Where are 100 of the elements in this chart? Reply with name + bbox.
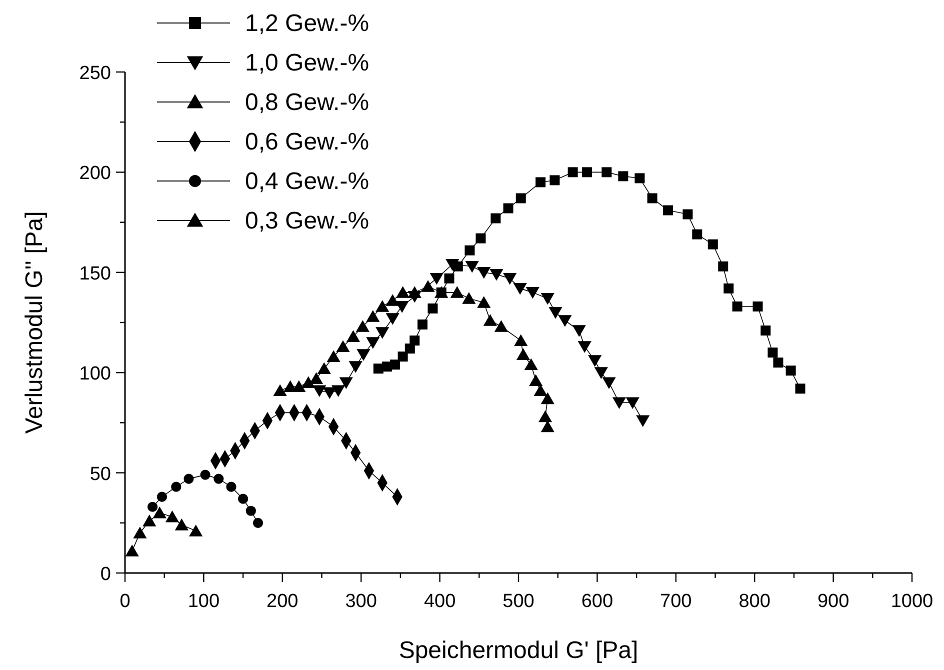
point: [408, 286, 422, 298]
point: [450, 286, 464, 298]
point: [514, 334, 528, 346]
point: [626, 397, 640, 410]
point: [476, 233, 486, 244]
y-tick-label: 200: [79, 163, 111, 184]
point: [483, 314, 497, 326]
point: [348, 361, 362, 373]
point: [490, 213, 501, 224]
point: [572, 325, 586, 337]
point: [462, 292, 476, 304]
point: [612, 397, 626, 410]
point: [252, 518, 264, 528]
point: [540, 293, 554, 305]
point: [410, 336, 420, 346]
point: [513, 283, 527, 295]
point: [174, 518, 188, 530]
point: [189, 524, 203, 536]
point: [356, 349, 370, 361]
x-tick-label: 700: [660, 591, 692, 612]
x-tick-label: 300: [345, 591, 377, 612]
point: [200, 470, 210, 480]
point: [156, 492, 168, 502]
point: [634, 173, 645, 184]
y-tick-label: 50: [90, 464, 111, 485]
point: [152, 506, 166, 518]
point: [366, 337, 380, 349]
point: [339, 377, 353, 389]
point: [647, 193, 658, 204]
point: [588, 355, 602, 367]
point: [526, 287, 540, 299]
point: [226, 482, 236, 492]
point: [724, 283, 734, 294]
point: [148, 502, 158, 512]
point: [490, 268, 504, 281]
legend-label: 1,2 Gew.-%: [245, 10, 370, 37]
point: [171, 482, 182, 492]
point: [636, 415, 650, 428]
point: [214, 474, 224, 484]
point: [421, 280, 435, 292]
point: [718, 261, 728, 272]
point: [550, 175, 560, 186]
point: [752, 301, 763, 312]
point: [708, 239, 718, 250]
point: [317, 362, 331, 374]
point: [663, 205, 674, 216]
point: [356, 320, 370, 332]
point: [503, 203, 514, 214]
x-tick-label: 200: [266, 591, 298, 612]
y-axis-title: Verlustmodul G'' [Pa]: [21, 211, 48, 434]
legend-label: 0,4 Gew.-%: [245, 168, 370, 195]
point: [618, 171, 628, 182]
point: [346, 330, 360, 342]
legend-label: 0,3 Gew.-%: [245, 208, 370, 234]
point: [548, 307, 562, 319]
point: [395, 301, 409, 313]
point: [540, 420, 554, 432]
point: [534, 384, 548, 396]
point: [477, 266, 491, 279]
point: [524, 358, 538, 370]
point: [366, 310, 380, 322]
legend-label: 1,0 Gew.-%: [245, 50, 370, 76]
point: [165, 510, 180, 522]
legend-label: 0,6 Gew.-%: [245, 128, 370, 156]
x-tick-label: 800: [738, 591, 770, 612]
x-axis-title: Speichermodul G' [Pa]: [398, 637, 638, 664]
point: [682, 209, 693, 220]
x-tick-label: 500: [502, 591, 534, 612]
point: [503, 272, 517, 285]
point: [594, 367, 608, 379]
point: [795, 384, 806, 394]
point: [246, 506, 256, 516]
point: [133, 526, 147, 538]
point: [760, 326, 771, 336]
point: [536, 177, 546, 188]
point: [464, 245, 475, 256]
point: [331, 385, 346, 397]
legend-label: 0,8 Gew.-%: [245, 89, 370, 116]
y-tick-label: 100: [79, 364, 111, 385]
point: [773, 358, 784, 368]
point: [322, 387, 336, 399]
y-tick-label: 0: [100, 564, 111, 585]
point: [692, 229, 702, 240]
point: [336, 340, 350, 352]
point: [602, 377, 616, 389]
point: [446, 258, 460, 271]
point: [376, 300, 390, 312]
x-tick-label: 100: [188, 591, 220, 612]
point: [529, 374, 543, 386]
point: [578, 341, 592, 353]
y-tick-label: 150: [79, 263, 111, 284]
x-tick-label: 900: [817, 591, 850, 612]
point: [184, 474, 194, 484]
point: [465, 260, 479, 273]
y-tick-label: 250: [79, 63, 111, 84]
point: [732, 301, 742, 312]
point: [302, 376, 316, 388]
point: [477, 296, 491, 308]
point: [538, 410, 552, 422]
point: [602, 167, 612, 178]
